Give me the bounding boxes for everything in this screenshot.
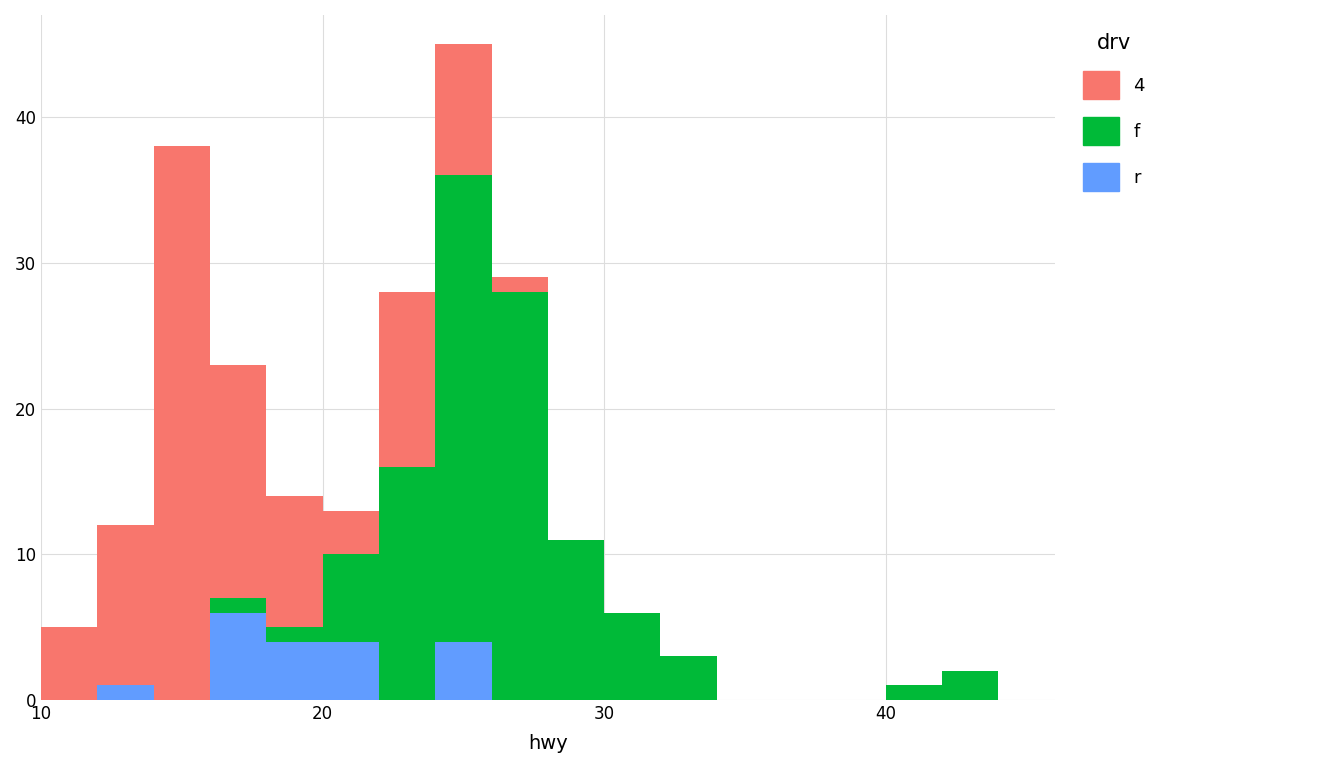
- Bar: [942, 671, 999, 700]
- Bar: [323, 554, 379, 700]
- Bar: [605, 613, 660, 700]
- Bar: [266, 642, 323, 700]
- Bar: [435, 642, 492, 700]
- Bar: [379, 292, 435, 700]
- Bar: [153, 146, 210, 700]
- Bar: [97, 686, 153, 700]
- Bar: [323, 642, 379, 700]
- Bar: [379, 467, 435, 700]
- Bar: [266, 496, 323, 700]
- Bar: [210, 613, 266, 700]
- Bar: [886, 686, 942, 700]
- X-axis label: hwy: hwy: [528, 734, 567, 753]
- Bar: [40, 627, 97, 700]
- Bar: [97, 525, 153, 700]
- Bar: [660, 657, 716, 700]
- Legend: 4, f, r: 4, f, r: [1074, 24, 1154, 200]
- Bar: [323, 511, 379, 700]
- Bar: [548, 540, 605, 700]
- Bar: [492, 277, 548, 700]
- Bar: [210, 598, 266, 700]
- Bar: [435, 44, 492, 700]
- Bar: [435, 175, 492, 700]
- Bar: [210, 365, 266, 700]
- Bar: [266, 627, 323, 700]
- Bar: [492, 292, 548, 700]
